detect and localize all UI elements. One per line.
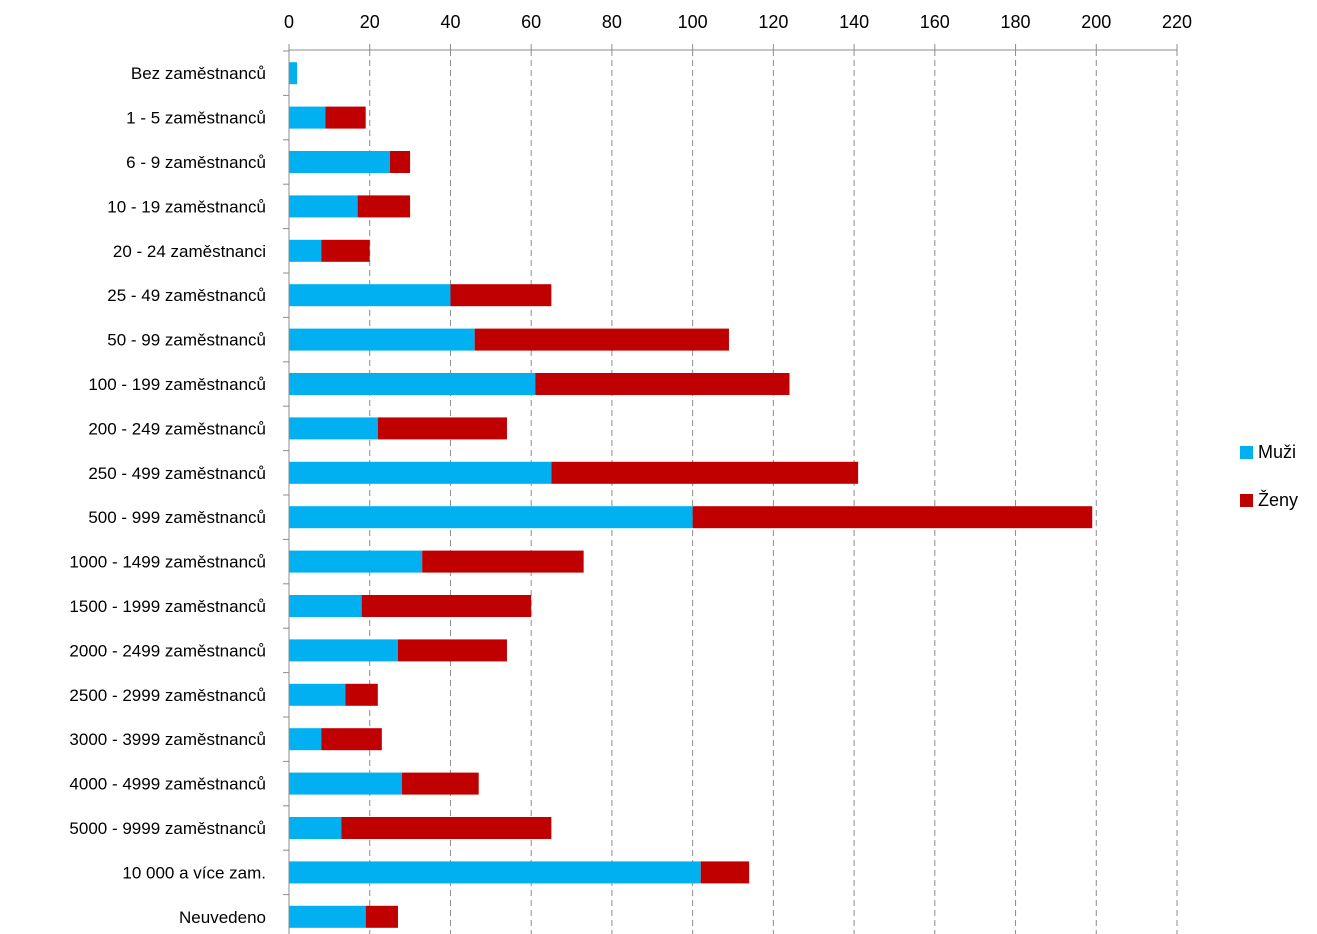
category-label: 50 - 99 zaměstnanců [107,331,266,350]
x-tick-label: 0 [284,12,294,32]
bar-muzi [289,151,390,173]
bar-muzi [289,551,422,573]
x-tick-label: 80 [602,12,622,32]
bar-zeny [422,551,583,573]
bar-zeny [346,684,378,706]
category-label: 10 - 19 zaměstnanců [107,197,266,216]
x-tick-label: 140 [839,12,869,32]
bar-zeny [390,151,410,173]
x-tick-label: 160 [920,12,950,32]
category-labels: Bez zaměstnanců 1 - 5 zaměstnanců 6 - 9 za… [69,51,289,927]
bar-muzi [289,595,362,617]
category-label: Neuvedeno [179,908,266,927]
bar-muzi [289,639,398,661]
bar-zeny [321,728,382,750]
category-label: 500 - 999 zaměstnanců [88,508,266,527]
category-label: Bez zaměstnanců [131,64,266,83]
category-label: 1000 - 1499 zaměstnanců [69,553,266,572]
x-tick-label: 220 [1162,12,1192,32]
category-label: 100 - 199 zaměstnanců [88,375,266,394]
legend: Muži Ženy [1240,442,1298,510]
bar-zeny [362,595,532,617]
category-label: 25 - 49 zaměstnanců [107,286,266,305]
bar-muzi [289,62,297,84]
bar-muzi [289,817,341,839]
grid-lines [370,50,1177,934]
category-label: 1 - 5 zaměstnanců [126,109,266,128]
category-label: 5000 - 9999 zaměstnanců [69,819,266,838]
bar-muzi [289,240,321,262]
bar-muzi [289,373,535,395]
category-label: 4000 - 4999 zaměstnanců [69,775,266,794]
category-label: 200 - 249 zaměstnanců [88,419,266,438]
x-tick-label: 180 [1001,12,1031,32]
bar-zeny [450,284,551,306]
bar-muzi [289,906,366,928]
category-label: 2500 - 2999 zaměstnanců [69,686,266,705]
legend-swatch-muzi [1240,446,1253,459]
bar-zeny [551,462,858,484]
bar-zeny [321,240,369,262]
x-tick-label: 40 [440,12,460,32]
bar-muzi [289,861,701,883]
bar-muzi [289,728,321,750]
bar-muzi [289,773,402,795]
bar-zeny [402,773,479,795]
x-tick-label: 60 [521,12,541,32]
category-label: 10 000 a více zam. [122,863,266,882]
bar-zeny [535,373,789,395]
bar-muzi [289,195,358,217]
bar-zeny [701,861,749,883]
x-tick-label: 100 [678,12,708,32]
x-axis-ticks: 0 20 40 60 80 100 120 140 160 180 200 220 [284,12,1192,50]
category-label: 1500 - 1999 zaměstnanců [69,597,266,616]
bar-zeny [398,639,507,661]
category-label: 250 - 499 zaměstnanců [88,464,266,483]
bar-muzi [289,329,475,351]
category-label: 2000 - 2499 zaměstnanců [69,641,266,660]
bar-muzi [289,462,551,484]
x-tick-label: 200 [1081,12,1111,32]
bar-zeny [325,107,365,129]
legend-swatch-zeny [1240,494,1253,507]
bar-muzi [289,284,450,306]
bar-muzi [289,417,378,439]
bar-muzi [289,684,346,706]
bar-zeny [341,817,551,839]
category-label: 20 - 24 zaměstnanci [113,242,266,261]
bar-muzi [289,107,325,129]
legend-label-muzi: Muži [1258,442,1296,462]
bar-zeny [693,506,1093,528]
x-tick-label: 20 [360,12,380,32]
x-tick-label: 120 [758,12,788,32]
bar-zeny [475,329,729,351]
bars [289,62,1092,928]
bar-zeny [358,195,410,217]
bar-zeny [378,417,507,439]
legend-label-zeny: Ženy [1258,490,1298,510]
bar-muzi [289,506,693,528]
bar-zeny [366,906,398,928]
category-label: 6 - 9 zaměstnanců [126,153,266,172]
category-label: 3000 - 3999 zaměstnanců [69,730,266,749]
